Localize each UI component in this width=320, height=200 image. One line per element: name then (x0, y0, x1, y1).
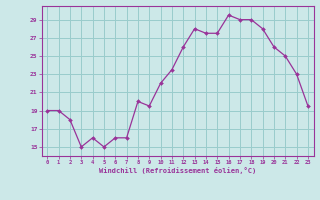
X-axis label: Windchill (Refroidissement éolien,°C): Windchill (Refroidissement éolien,°C) (99, 167, 256, 174)
